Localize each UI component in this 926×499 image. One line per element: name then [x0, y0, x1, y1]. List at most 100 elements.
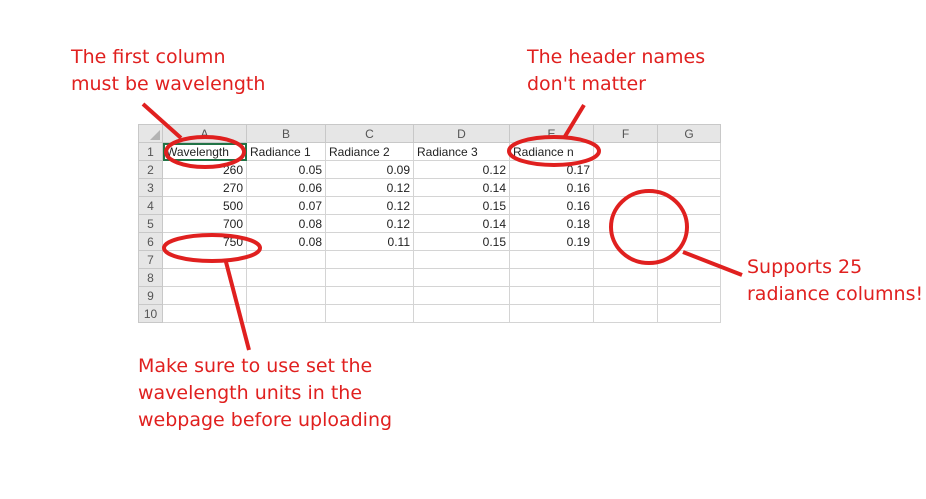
cell-a10[interactable]: [162, 304, 247, 323]
row-header-2[interactable]: 2: [138, 160, 163, 179]
row-header-9[interactable]: 9: [138, 286, 163, 305]
cell-d10[interactable]: [413, 304, 510, 323]
cell-g8[interactable]: [657, 268, 721, 287]
cell-b9[interactable]: [246, 286, 326, 305]
cell-e2[interactable]: 0.17: [509, 160, 594, 179]
table-row: 9: [138, 286, 721, 305]
row-header-4[interactable]: 4: [138, 196, 163, 215]
cell-a1[interactable]: Wavelength: [162, 142, 247, 161]
column-header-d[interactable]: D: [413, 124, 510, 143]
column-header-f[interactable]: F: [593, 124, 658, 143]
cell-f4[interactable]: [593, 196, 658, 215]
cell-e1[interactable]: Radiance n: [509, 142, 594, 161]
cell-a6[interactable]: 750: [162, 232, 247, 251]
select-all-corner[interactable]: [138, 124, 163, 143]
column-header-e[interactable]: E: [509, 124, 594, 143]
annotation-supports-columns: Supports 25 radiance columns!: [747, 256, 924, 305]
cell-d8[interactable]: [413, 268, 510, 287]
cell-e6[interactable]: 0.19: [509, 232, 594, 251]
cell-b2[interactable]: 0.05: [246, 160, 326, 179]
cell-b5[interactable]: 0.08: [246, 214, 326, 233]
cell-c5[interactable]: 0.12: [325, 214, 414, 233]
cell-a9[interactable]: [162, 286, 247, 305]
column-header-c[interactable]: C: [325, 124, 414, 143]
row-header-3[interactable]: 3: [138, 178, 163, 197]
column-header-g[interactable]: G: [657, 124, 721, 143]
cell-a8[interactable]: [162, 268, 247, 287]
cell-c6[interactable]: 0.11: [325, 232, 414, 251]
cell-c7[interactable]: [325, 250, 414, 269]
cell-g3[interactable]: [657, 178, 721, 197]
cell-d2[interactable]: 0.12: [413, 160, 510, 179]
cell-f10[interactable]: [593, 304, 658, 323]
cell-e8[interactable]: [509, 268, 594, 287]
table-row: 1 Wavelength Radiance 1 Radiance 2 Radiance …: [138, 142, 721, 161]
spreadsheet-grid: A B C D E F G 1 Wavelength Radiance 1 Radiance 2 Ra…: [138, 124, 721, 323]
cell-e9[interactable]: [509, 286, 594, 305]
cell-e4[interactable]: 0.16: [509, 196, 594, 215]
cell-b7[interactable]: [246, 250, 326, 269]
cell-g4[interactable]: [657, 196, 721, 215]
cell-f9[interactable]: [593, 286, 658, 305]
row-header-1[interactable]: 1: [138, 142, 163, 161]
cell-b1[interactable]: Radiance 1: [246, 142, 326, 161]
cell-b10[interactable]: [246, 304, 326, 323]
row-header-6[interactable]: 6: [138, 232, 163, 251]
table-row: 10: [138, 304, 721, 323]
cell-g9[interactable]: [657, 286, 721, 305]
row-header-5[interactable]: 5: [138, 214, 163, 233]
table-row: 8: [138, 268, 721, 287]
cell-c2[interactable]: 0.09: [325, 160, 414, 179]
cell-c10[interactable]: [325, 304, 414, 323]
row-header-8[interactable]: 8: [138, 268, 163, 287]
cell-e7[interactable]: [509, 250, 594, 269]
column-header-b[interactable]: B: [246, 124, 326, 143]
cell-a3[interactable]: 270: [162, 178, 247, 197]
column-header-a[interactable]: A: [162, 124, 247, 143]
cell-d6[interactable]: 0.15: [413, 232, 510, 251]
cell-c8[interactable]: [325, 268, 414, 287]
cell-d3[interactable]: 0.14: [413, 178, 510, 197]
table-row: 3 270 0.06 0.12 0.14 0.16: [138, 178, 721, 197]
cell-f1[interactable]: [593, 142, 658, 161]
cell-a5[interactable]: 700: [162, 214, 247, 233]
cell-d1[interactable]: Radiance 3: [413, 142, 510, 161]
cell-e3[interactable]: 0.16: [509, 178, 594, 197]
cell-e5[interactable]: 0.18: [509, 214, 594, 233]
cell-b6[interactable]: 0.08: [246, 232, 326, 251]
cell-g5[interactable]: [657, 214, 721, 233]
cell-f6[interactable]: [593, 232, 658, 251]
cell-b4[interactable]: 0.07: [246, 196, 326, 215]
cell-c1[interactable]: Radiance 2: [325, 142, 414, 161]
cell-d9[interactable]: [413, 286, 510, 305]
cell-f3[interactable]: [593, 178, 658, 197]
row-header-7[interactable]: 7: [138, 250, 163, 269]
cell-f2[interactable]: [593, 160, 658, 179]
cell-d5[interactable]: 0.14: [413, 214, 510, 233]
cell-b8[interactable]: [246, 268, 326, 287]
cell-a7[interactable]: [162, 250, 247, 269]
cell-f7[interactable]: [593, 250, 658, 269]
annotation-header-names: The header names don't matter: [527, 46, 706, 95]
cell-g10[interactable]: [657, 304, 721, 323]
cell-e10[interactable]: [509, 304, 594, 323]
row-header-10[interactable]: 10: [138, 304, 163, 323]
cell-c3[interactable]: 0.12: [325, 178, 414, 197]
cell-g6[interactable]: [657, 232, 721, 251]
cell-b3[interactable]: 0.06: [246, 178, 326, 197]
table-row: 4 500 0.07 0.12 0.15 0.16: [138, 196, 721, 215]
cell-f8[interactable]: [593, 268, 658, 287]
table-row: 6 750 0.08 0.11 0.15 0.19: [138, 232, 721, 251]
cell-c4[interactable]: 0.12: [325, 196, 414, 215]
table-row: 5 700 0.08 0.12 0.14 0.18: [138, 214, 721, 233]
cell-a4[interactable]: 500: [162, 196, 247, 215]
cell-f5[interactable]: [593, 214, 658, 233]
table-row: 2 260 0.05 0.09 0.12 0.17: [138, 160, 721, 179]
cell-g7[interactable]: [657, 250, 721, 269]
cell-g1[interactable]: [657, 142, 721, 161]
cell-c9[interactable]: [325, 286, 414, 305]
cell-d7[interactable]: [413, 250, 510, 269]
cell-g2[interactable]: [657, 160, 721, 179]
cell-a2[interactable]: 260: [162, 160, 247, 179]
cell-d4[interactable]: 0.15: [413, 196, 510, 215]
